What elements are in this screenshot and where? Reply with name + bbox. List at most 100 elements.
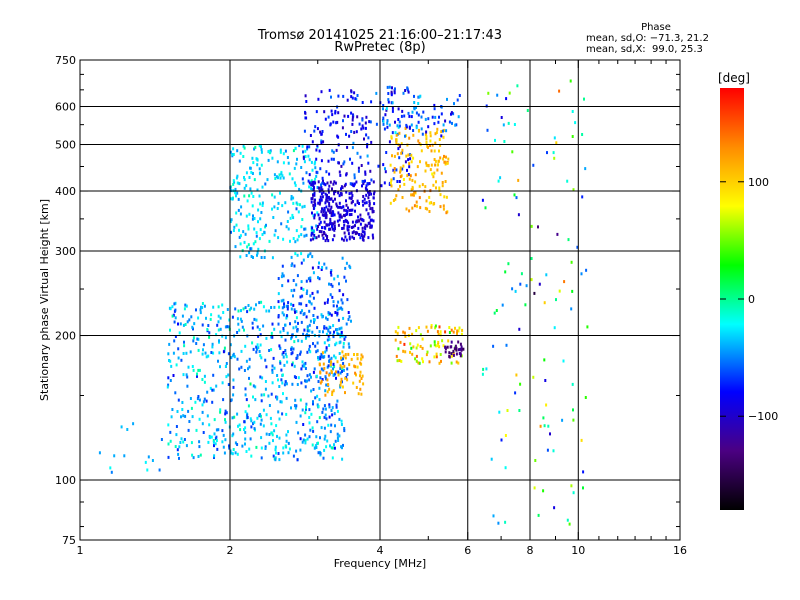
data-point (434, 159, 437, 163)
data-point (175, 425, 178, 428)
data-point (404, 160, 407, 164)
data-point (395, 138, 398, 142)
data-point (399, 175, 402, 179)
data-point (394, 338, 397, 342)
data-point (306, 145, 309, 149)
data-point (270, 392, 273, 396)
data-point (325, 196, 328, 200)
data-point (279, 150, 282, 154)
data-point (321, 130, 324, 133)
data-point (328, 405, 331, 409)
data-point (417, 139, 420, 143)
data-point (305, 100, 308, 103)
data-point (395, 194, 398, 198)
data-point (317, 201, 320, 205)
data-point (259, 422, 262, 426)
data-point (416, 343, 419, 347)
data-point (265, 432, 268, 436)
data-point (327, 196, 330, 200)
data-point (460, 332, 463, 336)
data-point (306, 437, 309, 441)
data-point (274, 445, 277, 449)
data-point (430, 149, 433, 153)
data-point (203, 374, 206, 378)
data-point (382, 107, 384, 111)
data-point (320, 192, 323, 196)
data-point (259, 333, 262, 337)
data-point (422, 360, 424, 364)
data-point (582, 470, 585, 474)
data-point (385, 107, 388, 111)
data-point (346, 298, 349, 302)
data-point (412, 129, 415, 132)
data-point (315, 435, 318, 439)
data-point (415, 329, 418, 333)
data-point (569, 79, 572, 83)
data-point (501, 303, 504, 307)
data-point (330, 313, 333, 317)
data-point (420, 149, 423, 153)
data-point (555, 298, 557, 302)
data-point (345, 213, 348, 216)
data-point (328, 415, 331, 419)
data-point (232, 432, 235, 436)
data-point (410, 160, 413, 164)
data-point (391, 131, 394, 135)
data-point (198, 440, 201, 444)
data-point (325, 348, 328, 352)
data-point (330, 360, 333, 364)
data-point (231, 434, 234, 438)
data-point (368, 182, 371, 185)
data-point (174, 308, 177, 312)
data-point (166, 385, 169, 389)
data-point (571, 135, 574, 138)
data-point (343, 160, 346, 164)
data-point (299, 203, 301, 207)
data-point (303, 328, 306, 332)
data-point (320, 198, 323, 202)
data-point (419, 333, 422, 337)
data-point (192, 327, 194, 331)
data-point (460, 345, 463, 349)
data-point (329, 312, 331, 316)
data-point (421, 346, 424, 350)
data-point (319, 130, 322, 134)
data-point (370, 192, 373, 196)
data-point (360, 233, 363, 237)
data-point (304, 385, 307, 389)
data-point (566, 179, 569, 183)
data-point (400, 142, 403, 146)
data-point (519, 282, 522, 286)
data-point (515, 196, 518, 200)
data-point (277, 300, 280, 304)
data-point (435, 180, 437, 184)
data-point (327, 364, 330, 368)
data-point (414, 180, 417, 184)
data-point (325, 383, 328, 387)
y-tick-label: 75 (62, 534, 76, 547)
data-point (269, 416, 272, 420)
data-point (169, 359, 172, 363)
data-point (308, 145, 311, 149)
data-point (167, 423, 170, 427)
data-point (341, 256, 344, 260)
data-point (285, 433, 288, 437)
data-point (443, 195, 446, 199)
data-point (433, 122, 436, 126)
data-point (234, 451, 237, 455)
data-point (351, 194, 354, 198)
data-point (171, 305, 174, 309)
data-point (281, 352, 284, 356)
data-point (257, 247, 260, 251)
data-point (285, 355, 288, 359)
data-point (327, 311, 330, 315)
data-point (251, 326, 254, 330)
data-point (317, 213, 320, 217)
data-point (313, 236, 316, 240)
data-point (444, 180, 447, 183)
data-point (167, 376, 170, 380)
data-point (343, 208, 346, 212)
data-point (428, 195, 431, 199)
data-point (349, 266, 352, 270)
data-point (436, 163, 439, 167)
